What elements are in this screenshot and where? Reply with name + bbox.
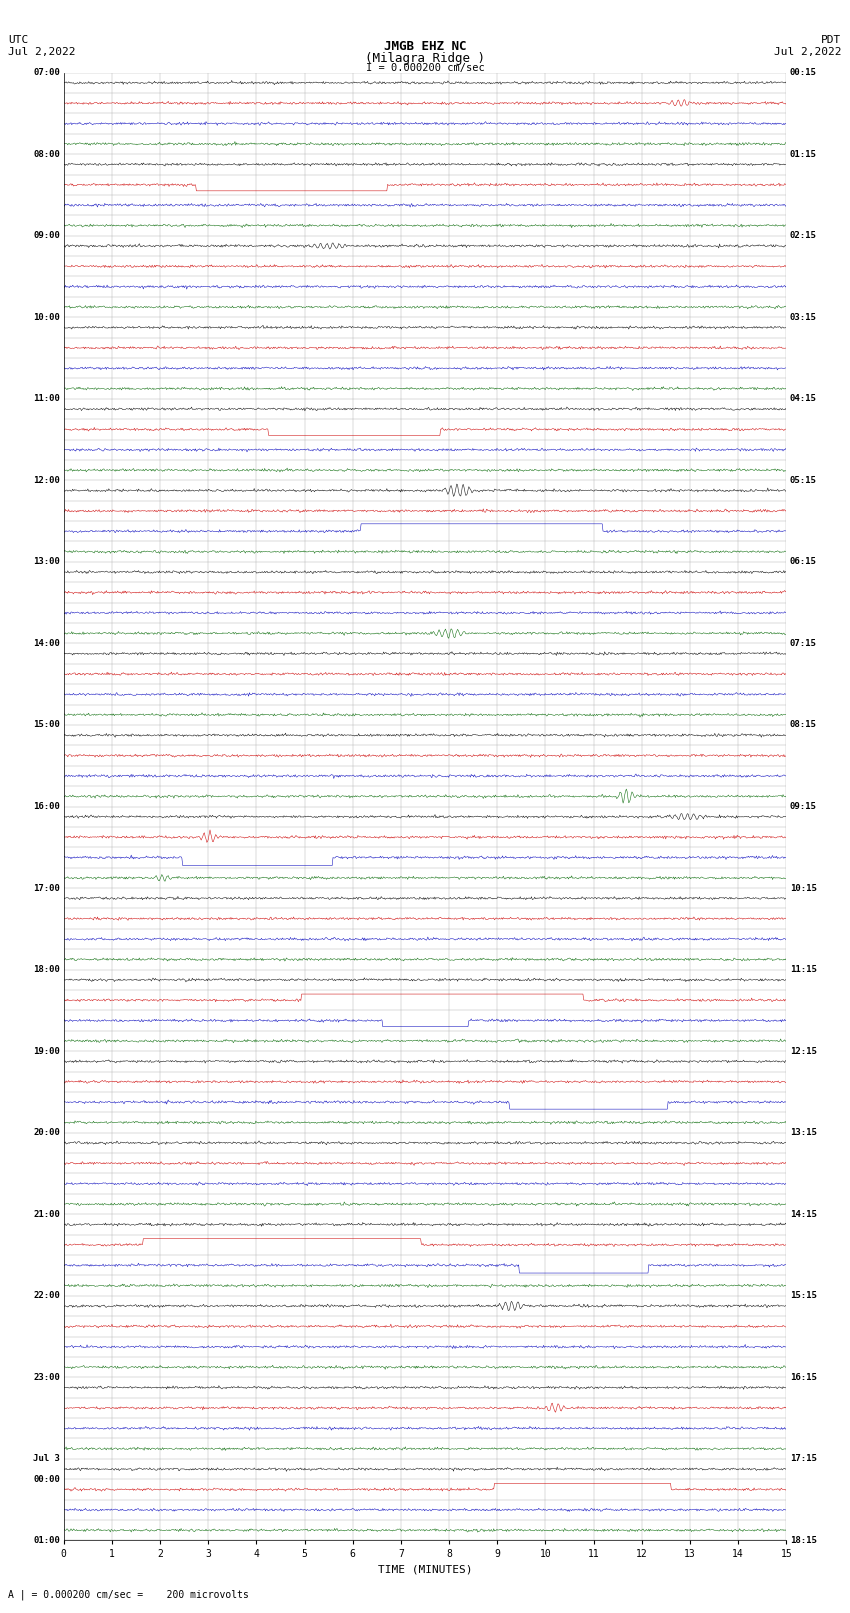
Text: UTC: UTC <box>8 35 29 45</box>
Text: 16:15: 16:15 <box>790 1373 817 1382</box>
Text: 21:00: 21:00 <box>33 1210 60 1219</box>
Text: 03:15: 03:15 <box>790 313 817 321</box>
Text: 04:15: 04:15 <box>790 394 817 403</box>
Text: 20:00: 20:00 <box>33 1127 60 1137</box>
Text: 18:00: 18:00 <box>33 965 60 974</box>
Text: JMGB EHZ NC: JMGB EHZ NC <box>383 40 467 53</box>
Text: PDT: PDT <box>821 35 842 45</box>
Text: 09:00: 09:00 <box>33 231 60 240</box>
X-axis label: TIME (MINUTES): TIME (MINUTES) <box>377 1565 473 1574</box>
Text: 07:00: 07:00 <box>33 68 60 77</box>
Text: 12:15: 12:15 <box>790 1047 817 1055</box>
Text: 14:15: 14:15 <box>790 1210 817 1219</box>
Text: 10:00: 10:00 <box>33 313 60 321</box>
Text: 15:15: 15:15 <box>790 1292 817 1300</box>
Text: 08:15: 08:15 <box>790 721 817 729</box>
Text: 11:00: 11:00 <box>33 394 60 403</box>
Text: 13:15: 13:15 <box>790 1127 817 1137</box>
Text: 10:15: 10:15 <box>790 884 817 892</box>
Text: 00:00: 00:00 <box>33 1474 60 1484</box>
Text: 22:00: 22:00 <box>33 1292 60 1300</box>
Text: 05:15: 05:15 <box>790 476 817 486</box>
Text: 17:15: 17:15 <box>790 1455 817 1463</box>
Text: 01:00: 01:00 <box>33 1536 60 1545</box>
Text: 06:15: 06:15 <box>790 558 817 566</box>
Text: I = 0.000200 cm/sec: I = 0.000200 cm/sec <box>366 63 484 73</box>
Text: 00:15: 00:15 <box>790 68 817 77</box>
Text: 11:15: 11:15 <box>790 965 817 974</box>
Text: (Milagra Ridge ): (Milagra Ridge ) <box>365 52 485 65</box>
Text: Jul 3: Jul 3 <box>33 1455 60 1463</box>
Text: 01:15: 01:15 <box>790 150 817 158</box>
Text: 23:00: 23:00 <box>33 1373 60 1382</box>
Text: 13:00: 13:00 <box>33 558 60 566</box>
Text: 12:00: 12:00 <box>33 476 60 486</box>
Text: 08:00: 08:00 <box>33 150 60 158</box>
Text: A | = 0.000200 cm/sec =    200 microvolts: A | = 0.000200 cm/sec = 200 microvolts <box>8 1589 249 1600</box>
Text: 14:00: 14:00 <box>33 639 60 648</box>
Text: Jul 2,2022: Jul 2,2022 <box>774 47 842 56</box>
Text: 09:15: 09:15 <box>790 802 817 811</box>
Text: 18:15: 18:15 <box>790 1536 817 1545</box>
Text: 16:00: 16:00 <box>33 802 60 811</box>
Text: 19:00: 19:00 <box>33 1047 60 1055</box>
Text: 02:15: 02:15 <box>790 231 817 240</box>
Text: 07:15: 07:15 <box>790 639 817 648</box>
Text: Jul 2,2022: Jul 2,2022 <box>8 47 76 56</box>
Text: 17:00: 17:00 <box>33 884 60 892</box>
Text: 15:00: 15:00 <box>33 721 60 729</box>
